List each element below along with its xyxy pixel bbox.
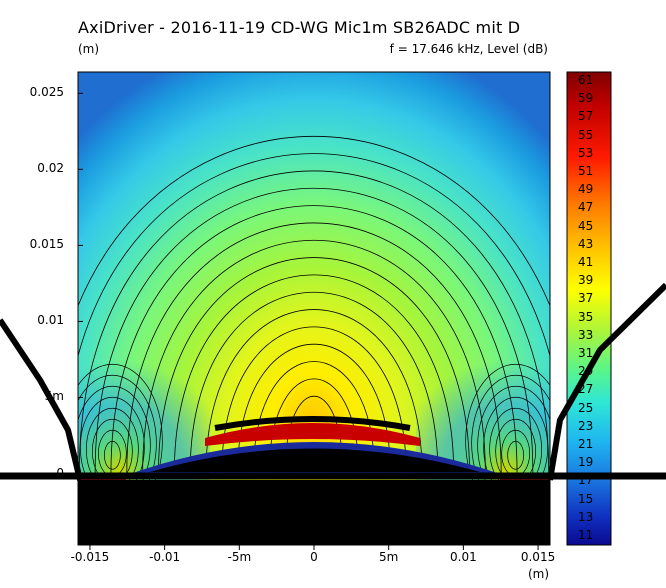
plot-area (78, 72, 550, 545)
x-tick-label: 0 (310, 550, 318, 564)
x-axis-unit: (m) (528, 567, 550, 581)
contour-line (126, 222, 502, 473)
contour-line (78, 153, 550, 359)
colorbar-label: 25 (578, 400, 594, 415)
colorbar-label: 27 (578, 382, 594, 397)
colorbar (567, 72, 611, 545)
right-lobe-contour (507, 440, 524, 470)
y-tick-label: 0 (56, 465, 64, 480)
colorbar-label: 53 (578, 145, 594, 160)
x-tick-label: -0.015 (70, 550, 110, 564)
baffle-body (78, 480, 550, 545)
frequency-level-label: f = 17.646 kHz, Level (dB) (389, 42, 548, 56)
left-waveguide-profile (0, 318, 83, 481)
y-axis-unit: (m) (78, 42, 100, 56)
colorbar-label: 17 (578, 473, 594, 488)
x-tick-label: -0.01 (149, 550, 181, 564)
colorbar-label: 11 (578, 527, 594, 542)
hot-band-edge (214, 416, 411, 431)
colorbar-label: 61 (578, 73, 594, 88)
colorbar-label: 39 (578, 273, 594, 288)
contour-line (237, 344, 391, 473)
y-tick-label: 5m (44, 389, 64, 404)
y-tick-label: 0.01 (37, 313, 64, 328)
colorbar-label: 55 (578, 127, 594, 142)
colorbar-label: 59 (578, 91, 594, 106)
colorbar-label: 49 (578, 182, 594, 197)
colorbar-label: 45 (578, 218, 594, 233)
contour-line (94, 188, 534, 473)
contour-line (173, 274, 455, 473)
colorbar-label: 15 (578, 491, 594, 506)
colorbar-label: 47 (578, 200, 594, 215)
contour-line (110, 205, 518, 473)
colorbar-label: 21 (578, 436, 594, 451)
colorbar-label: 43 (578, 236, 594, 251)
hot-band (205, 423, 420, 446)
x-tick-label: 5m (379, 550, 399, 564)
colorbar-label: 51 (578, 164, 594, 179)
colorbar-label: 33 (578, 327, 594, 342)
colorbar-label: 31 (578, 345, 594, 360)
colorbar-frame (566, 71, 612, 546)
colorbar-label: 29 (578, 364, 594, 379)
contour-lines (78, 135, 550, 473)
y-tick-label: 0.015 (29, 237, 64, 252)
left-lobe-contour (104, 440, 121, 470)
colorbar-label: 37 (578, 291, 594, 306)
colorbar-label: 35 (578, 309, 594, 324)
chart-title: AxiDriver - 2016-11-19 CD-WG Mic1m SB26A… (78, 18, 521, 37)
contour-line (221, 326, 407, 473)
colorbar-label: 23 (578, 418, 594, 433)
colorbar-label: 19 (578, 455, 594, 470)
right-waveguide-profile (547, 282, 666, 481)
y-tick-label: 0.025 (29, 85, 64, 100)
x-tick-label: -5m (227, 550, 252, 564)
contour-line (78, 135, 550, 308)
colorbar-label: 57 (578, 109, 594, 124)
contour-line (78, 170, 550, 473)
colorbar-label: 41 (578, 255, 594, 270)
x-axis-ticks (89, 545, 539, 550)
colorbar-label: 13 (578, 509, 594, 524)
x-tick-label: 0.015 (520, 550, 556, 564)
dome-core (150, 448, 480, 472)
contour-line (158, 257, 470, 473)
contour-line (142, 239, 486, 473)
y-tick-label: 0.02 (37, 161, 64, 176)
contour-line (189, 292, 439, 473)
x-tick-label: 0.01 (450, 550, 477, 564)
